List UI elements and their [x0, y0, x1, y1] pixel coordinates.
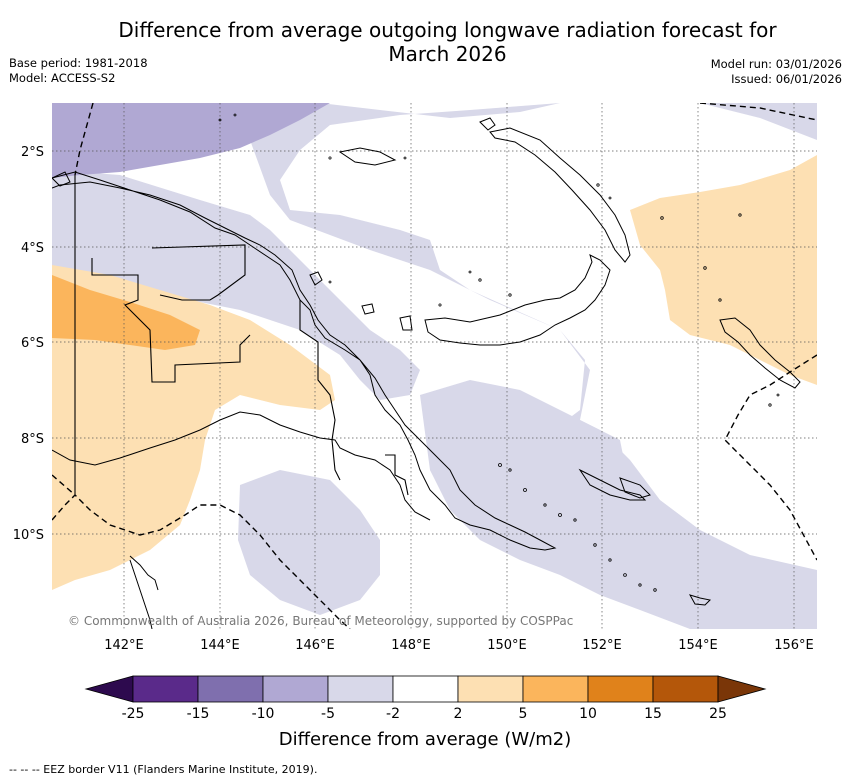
lat-tick-label: 4°S [21, 241, 44, 256]
lon-tick-label: 156°E [774, 638, 814, 653]
lat-tick-label: 2°S [21, 145, 44, 160]
new-ireland-coast [489, 127, 631, 263]
colorbar-underflow-arrow [84, 675, 134, 703]
colorbar-title: Difference from average (W/m2) [278, 729, 572, 750]
lon-tick-label: 150°E [487, 638, 527, 653]
colorbar-segment [392, 675, 459, 703]
eez-borders [52, 103, 817, 629]
eez-legend-footnote: -- -- -- EEZ border V11 (Flanders Marine… [9, 763, 318, 776]
western-province-boundary [91, 258, 251, 383]
eez-north [74, 103, 94, 176]
colorbar-segment [587, 675, 654, 703]
colorbar-tick-label: -5 [321, 706, 335, 722]
central-boundary [299, 300, 341, 481]
olr-negative-light-west [52, 170, 420, 400]
border-lines [74, 175, 409, 496]
lon-tick-label: 154°E [678, 638, 718, 653]
map-title: Difference from average outgoing longwav… [90, 18, 805, 66]
colorbar-segment [457, 675, 524, 703]
island-east-tip [578, 468, 647, 501]
small-islands [218, 113, 780, 592]
model-text: Model: ACCESS-S2 [9, 71, 116, 85]
island-inland-3 [399, 315, 413, 331]
island-north-2 [479, 117, 496, 131]
eez-west [52, 474, 76, 496]
colorbar-segment [197, 675, 264, 703]
colorbar-tick-label: -10 [251, 706, 275, 722]
new-guinea-coast [52, 171, 557, 551]
lat-tick-label: 10°S [13, 528, 44, 543]
olr-negative-medium-region [52, 103, 330, 178]
title-line-1: Difference from average outgoing longwav… [118, 18, 777, 42]
cape-york-coast [129, 555, 159, 591]
far-west-island [52, 171, 71, 187]
colorbar-segment [327, 675, 394, 703]
colorbar-tick-label: -25 [121, 706, 145, 722]
lon-tick-label: 142°E [104, 638, 144, 653]
oro-boundary [385, 454, 409, 496]
colorbar-tick-label: 15 [644, 706, 662, 722]
longitude-axis: 142°E 144°E 146°E 148°E 150°E 152°E 154°… [104, 638, 814, 653]
colorbar-tick-label: 25 [709, 706, 727, 722]
colorbar [84, 675, 767, 703]
new-britain-coast [424, 254, 611, 346]
eez-east [724, 354, 817, 561]
island-inland-2 [361, 303, 375, 315]
coastlines [52, 117, 801, 629]
colorbar-segment [132, 675, 199, 703]
colorbar-tick-label: 10 [579, 706, 597, 722]
issued-text: Issued: 06/01/2026 [731, 72, 842, 86]
lon-tick-label: 148°E [391, 638, 431, 653]
colorbar-tick-label: -15 [186, 706, 210, 722]
colorbar-segment [262, 675, 329, 703]
island-louisiade [688, 594, 712, 606]
olr-positive-medium-west [52, 275, 200, 350]
meta-right: Model run: 03/01/2026 Issued: 06/01/2026 [711, 57, 842, 87]
south-coast [52, 411, 431, 521]
colorbar-tick-label: 5 [518, 706, 528, 722]
map-panel [52, 103, 817, 629]
olr-negative-light-south [238, 470, 380, 615]
lon-tick-label: 146°E [295, 638, 335, 653]
graticule [52, 103, 817, 629]
lat-tick-label: 6°S [21, 336, 44, 351]
olr-positive-light-east [630, 155, 817, 385]
colorbar-segment [652, 675, 719, 703]
title-line-2: March 2026 [388, 42, 507, 66]
island-d-entrecasteaux [619, 477, 651, 499]
torres-strait-coast [129, 559, 153, 629]
colorbar-tick-label: 2 [453, 706, 463, 722]
eez-northeast [699, 103, 817, 121]
model-run-text: Model run: 03/01/2026 [710, 57, 842, 71]
lon-tick-label: 144°E [200, 638, 240, 653]
colorbar-overflow-arrow [717, 675, 767, 703]
island-inland-1 [309, 271, 323, 286]
island-north-1 [338, 147, 397, 166]
base-period-text: Base period: 1981-2018 [9, 56, 148, 70]
highlands-boundary [151, 244, 246, 301]
copyright-text: © Commonwealth of Australia 2026, Bureau… [68, 614, 574, 628]
colorbar-tick-label: -2 [386, 706, 400, 722]
meta-left: Base period: 1981-2018 Model: ACCESS-S2 [9, 56, 148, 86]
olr-negative-light-east [420, 380, 817, 629]
latitude-axis: 2°S 4°S 6°S 8°S 10°S [13, 145, 44, 543]
bougainville-coast [719, 317, 801, 389]
colorbar-segment [522, 675, 589, 703]
lat-tick-label: 8°S [21, 432, 44, 447]
olr-positive-light-west [52, 265, 335, 590]
lon-tick-label: 152°E [582, 638, 622, 653]
